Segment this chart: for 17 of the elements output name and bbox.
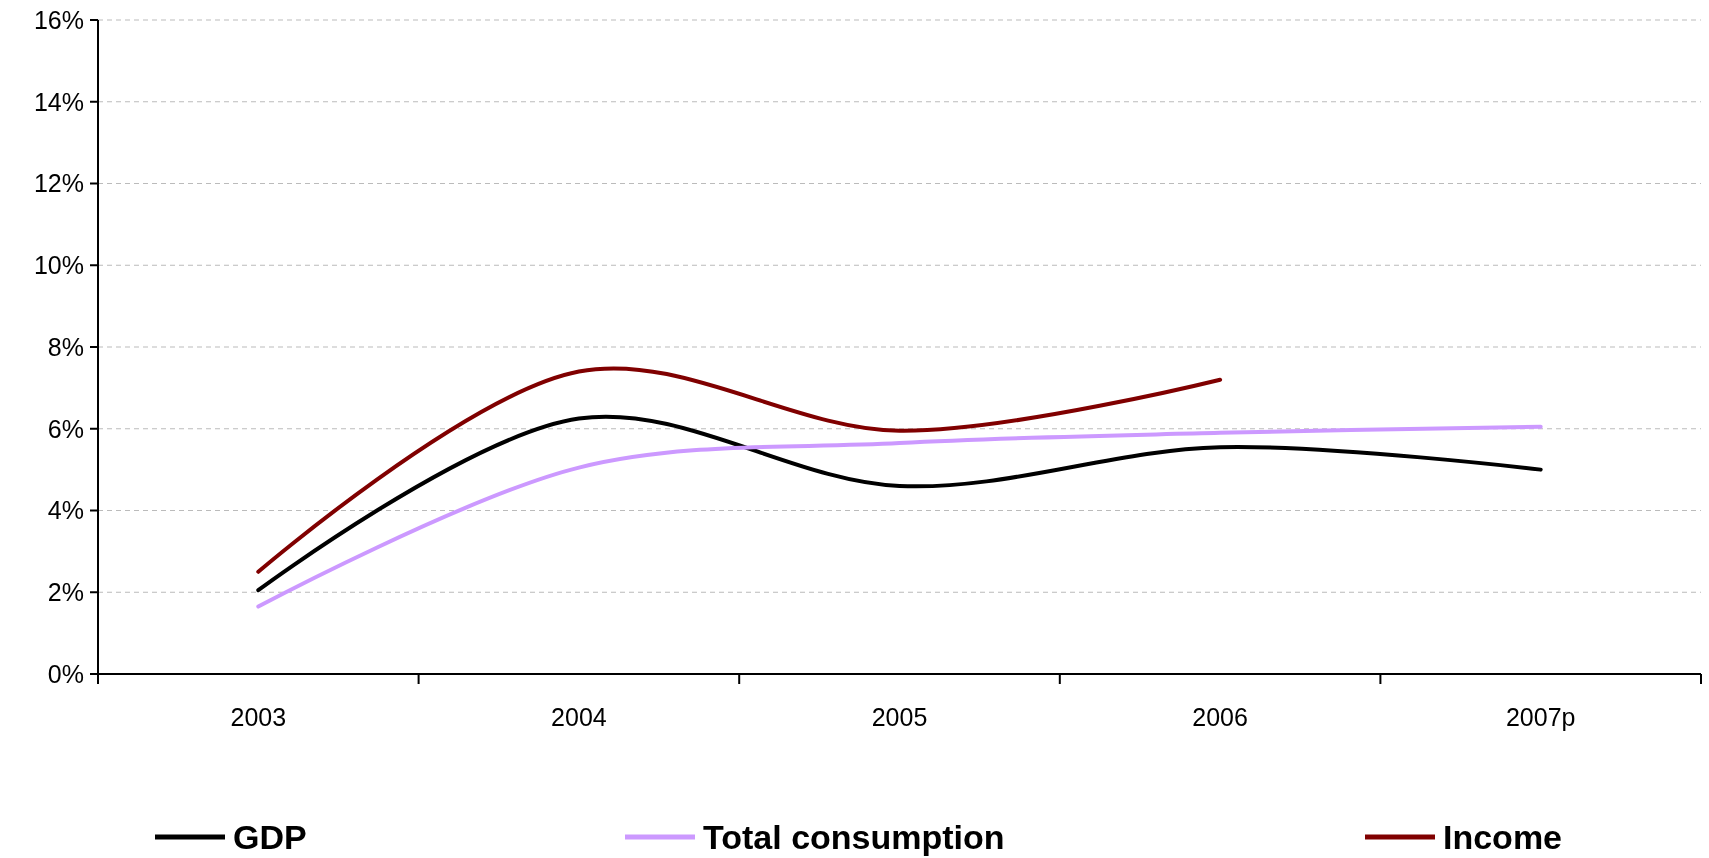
x-tick-label: 2004 — [551, 703, 607, 731]
y-tick-label: 14% — [33, 87, 84, 116]
y-tick-label: 6% — [47, 414, 84, 443]
legend-label: GDP — [233, 817, 307, 856]
y-tick-label: 12% — [33, 169, 84, 198]
x-tick-label: 2006 — [1192, 703, 1248, 731]
y-tick-label: 2% — [47, 578, 84, 606]
y-tick-label: 10% — [33, 251, 84, 279]
legend-label: Income — [1443, 817, 1563, 856]
y-tick-label: 16% — [33, 5, 84, 34]
y-tick-label: 8% — [47, 332, 84, 361]
y-tick-label: 0% — [47, 659, 84, 688]
y-tick-label: 4% — [47, 496, 84, 525]
legend-label: Total consumption — [703, 817, 1005, 856]
x-tick-label: 2003 — [230, 703, 287, 731]
x-tick-label: 2005 — [871, 703, 928, 731]
x-tick-label: 2007p — [1505, 703, 1576, 731]
